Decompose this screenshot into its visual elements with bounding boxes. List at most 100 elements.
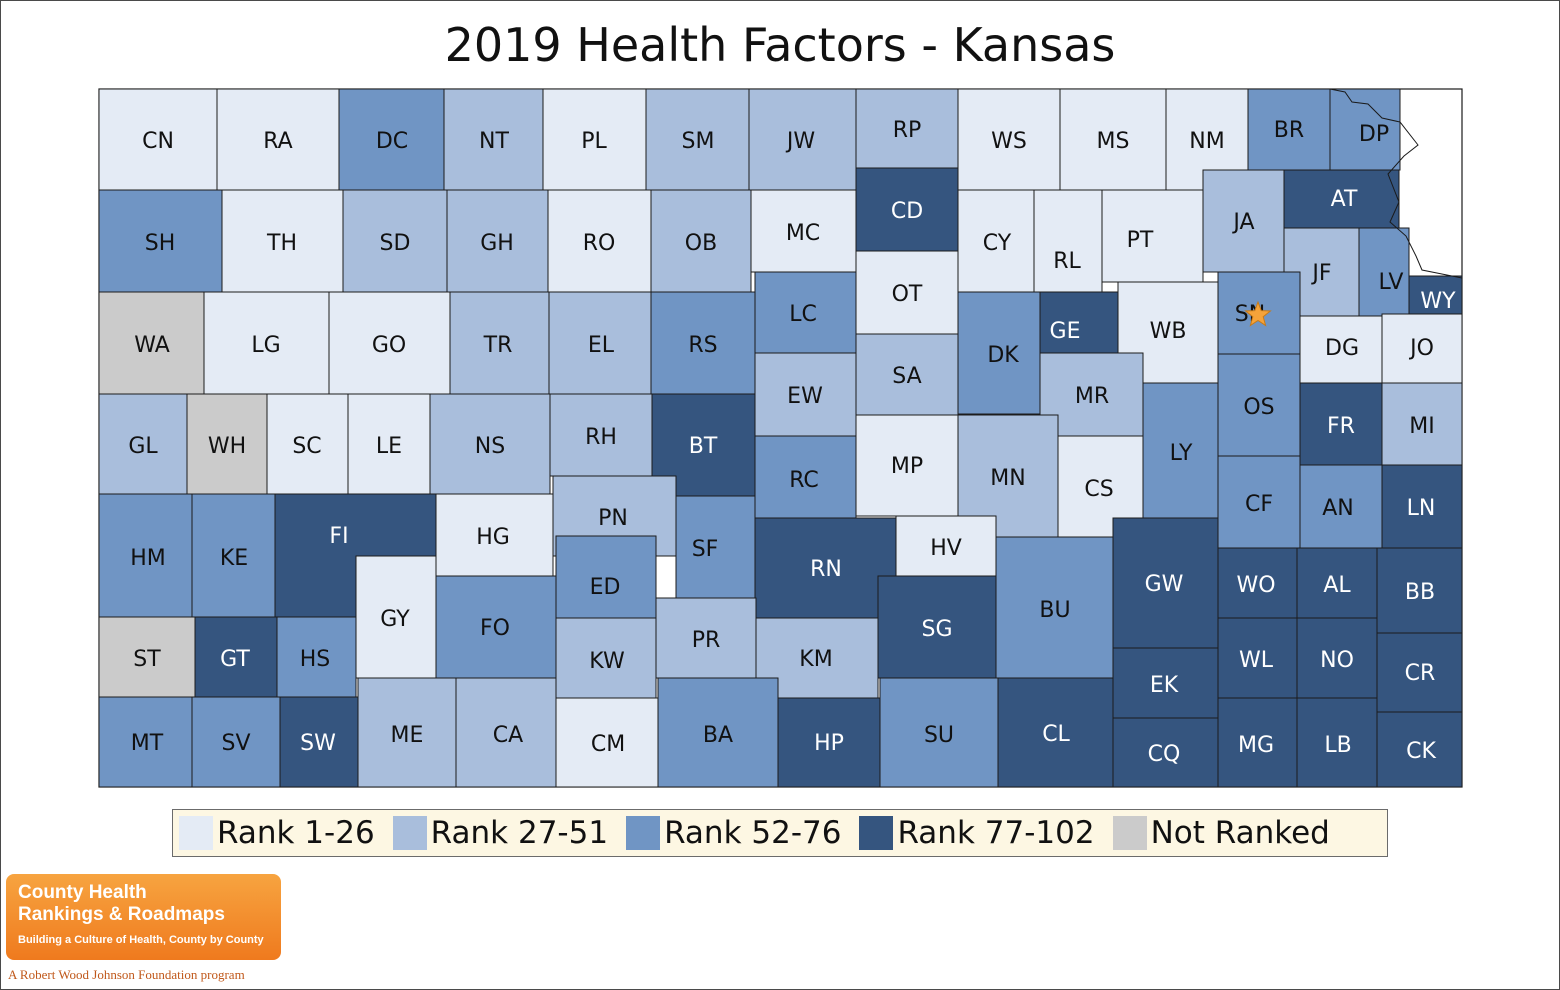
county-fo bbox=[435, 575, 557, 679]
star-icon bbox=[1244, 300, 1272, 327]
county-label-gy: GY bbox=[380, 607, 410, 632]
county-label-mi: MI bbox=[1409, 414, 1434, 439]
county-label-th: TH bbox=[266, 231, 297, 256]
county-label-gt: GT bbox=[220, 647, 250, 672]
county-label-sa: SA bbox=[892, 364, 921, 389]
legend-swatch-nr bbox=[1112, 816, 1147, 850]
county-pl bbox=[542, 88, 647, 191]
legend-item-r2: Rank 27-51 bbox=[392, 815, 609, 851]
county-br bbox=[1247, 88, 1331, 171]
county-label-wl: WL bbox=[1239, 648, 1274, 673]
county-gw bbox=[1112, 517, 1219, 649]
county-label-fi: FI bbox=[329, 524, 348, 549]
county-label-ns: NS bbox=[475, 434, 505, 459]
county-label-cr: CR bbox=[1405, 661, 1436, 686]
county-kw bbox=[555, 617, 657, 699]
missouri-river-boundary bbox=[1329, 88, 1463, 315]
county-label-wy: WY bbox=[1420, 289, 1456, 314]
legend-item-r4: Rank 77-102 bbox=[859, 815, 1095, 851]
county-label-cm: CM bbox=[591, 732, 625, 757]
county-label-nt: NT bbox=[479, 129, 509, 154]
county-label-st: ST bbox=[133, 647, 161, 672]
county-os bbox=[1217, 353, 1301, 457]
county-label-cn: CN bbox=[142, 129, 174, 154]
county-rn bbox=[754, 517, 897, 619]
county-label-jf: JF bbox=[1310, 261, 1331, 286]
county-bb bbox=[1376, 547, 1463, 634]
county-label-kw: KW bbox=[589, 649, 625, 674]
county-rh bbox=[549, 393, 653, 477]
county-cq bbox=[1112, 717, 1219, 788]
legend-swatch-r1 bbox=[179, 816, 213, 850]
county-label-no: NO bbox=[1320, 648, 1354, 673]
legend: Rank 1-26 Rank 27-51 Rank 52-76 Rank 77-… bbox=[172, 809, 1388, 857]
chr-logo: County Health Rankings & Roadmaps Buildi… bbox=[6, 874, 281, 960]
county-label-lb: LB bbox=[1324, 733, 1351, 758]
county-label-ln: LN bbox=[1407, 496, 1436, 521]
county-hs bbox=[276, 616, 357, 698]
county-label-sd: SD bbox=[380, 231, 411, 256]
logo-line-2: Rankings & Roadmaps bbox=[18, 904, 225, 925]
county-gh bbox=[446, 189, 549, 293]
county-wh bbox=[186, 393, 268, 495]
county-go bbox=[328, 291, 451, 395]
county-label-an: AN bbox=[1322, 496, 1354, 521]
county-label-cy: CY bbox=[983, 231, 1012, 256]
county-ba bbox=[657, 677, 779, 788]
county-label-bt: BT bbox=[689, 434, 718, 459]
county-label-dk: DK bbox=[987, 343, 1019, 368]
county-label-pr: PR bbox=[692, 628, 721, 653]
county-mt bbox=[98, 696, 193, 788]
county-label-pt: PT bbox=[1127, 228, 1154, 253]
county-label-ek: EK bbox=[1150, 673, 1179, 698]
county-label-mn: MN bbox=[990, 466, 1025, 491]
county-label-cq: CQ bbox=[1148, 742, 1181, 767]
county-mc bbox=[750, 189, 857, 273]
county-cl bbox=[997, 677, 1114, 788]
county-tr bbox=[449, 291, 550, 395]
county-rl bbox=[1033, 189, 1103, 301]
county-label-su: SU bbox=[924, 723, 954, 748]
county-cd bbox=[855, 167, 959, 252]
county-label-rs: RS bbox=[688, 333, 717, 358]
county-ro bbox=[547, 189, 652, 293]
county-label-sw: SW bbox=[300, 731, 336, 756]
county-label-sh: SH bbox=[145, 231, 176, 256]
county-label-fr: FR bbox=[1327, 414, 1355, 439]
county-label-dc: DC bbox=[376, 129, 408, 154]
county-label-ba: BA bbox=[703, 723, 733, 748]
county-wo bbox=[1217, 547, 1298, 619]
county-label-at: AT bbox=[1331, 187, 1358, 212]
map-title: 2019 Health Factors - Kansas bbox=[444, 18, 1116, 72]
county-sc bbox=[266, 393, 349, 495]
county-label-bb: BB bbox=[1405, 580, 1435, 605]
county-label-lc: LC bbox=[789, 302, 817, 327]
county-ra bbox=[216, 88, 340, 191]
county-label-cf: CF bbox=[1245, 492, 1273, 517]
logo-subtitle: A Robert Wood Johnson Foundation program bbox=[8, 967, 245, 982]
county-ly bbox=[1142, 382, 1219, 519]
legend-label-r1: Rank 1-26 bbox=[217, 815, 375, 851]
county-label-pn: PN bbox=[598, 506, 628, 531]
county-label-sf: SF bbox=[692, 537, 719, 562]
county-label-le: LE bbox=[376, 434, 402, 459]
county-label-ra: RA bbox=[263, 129, 292, 154]
county-gl bbox=[98, 393, 188, 495]
county-label-rp: RP bbox=[893, 118, 922, 143]
county-label-sm: SM bbox=[682, 129, 715, 154]
county-label-cd: CD bbox=[891, 199, 923, 224]
county-ck bbox=[1376, 711, 1463, 788]
county-label-tr: TR bbox=[483, 333, 513, 358]
county-ms bbox=[1059, 88, 1167, 191]
legend-label-r3: Rank 52-76 bbox=[664, 815, 842, 851]
county-label-dg: DG bbox=[1325, 336, 1359, 361]
county-label-ck: CK bbox=[1406, 739, 1436, 764]
county-hp bbox=[777, 697, 881, 788]
county-bu bbox=[995, 536, 1114, 679]
legend-swatch-r3 bbox=[626, 816, 661, 850]
legend-label-r2: Rank 27-51 bbox=[430, 815, 609, 851]
county-label-el: EL bbox=[588, 333, 615, 358]
county-mp bbox=[855, 414, 959, 517]
county-label-rc: RC bbox=[789, 468, 819, 493]
logo-line-1: County Health bbox=[18, 882, 147, 903]
